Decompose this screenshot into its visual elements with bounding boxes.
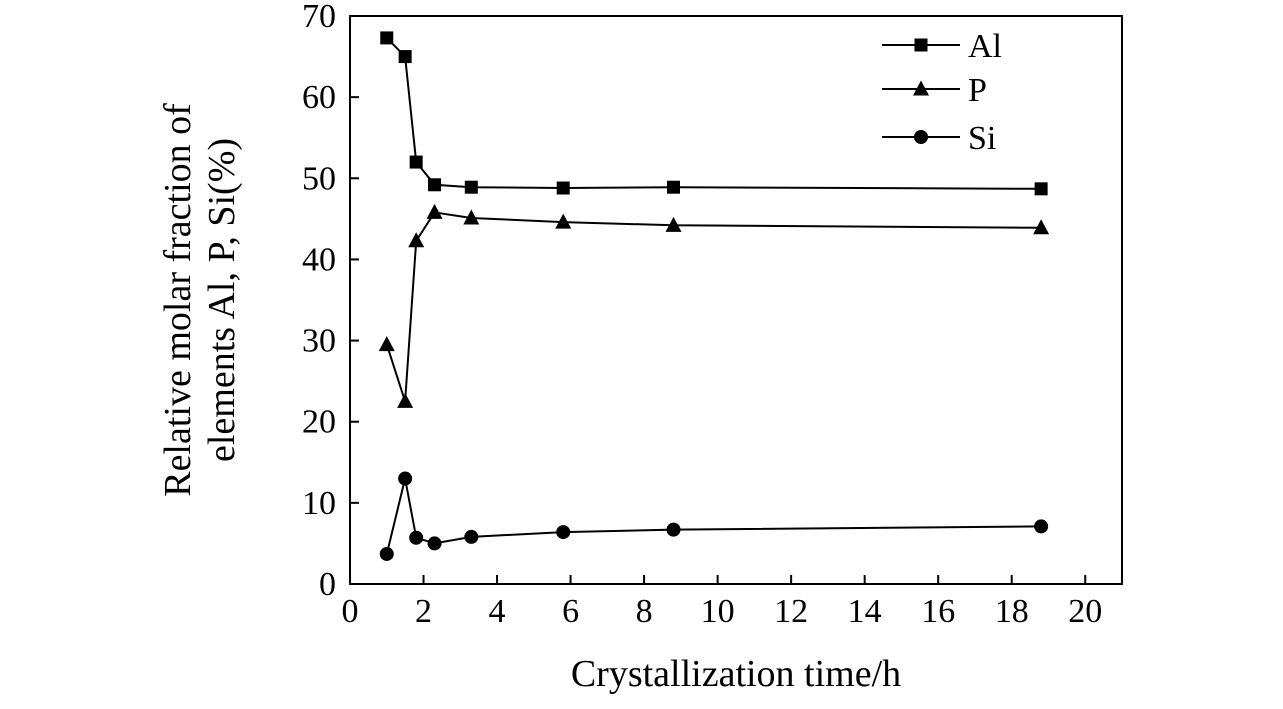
legend-marker-p <box>913 80 929 96</box>
x-tick-label: 10 <box>701 593 735 630</box>
y-tick-label: 50 <box>302 160 336 197</box>
legend-label-al: Al <box>968 28 1002 65</box>
data-point-si <box>398 471 413 486</box>
legend-label-si: Si <box>968 120 996 157</box>
x-tick-label: 12 <box>774 593 808 630</box>
data-point-p <box>1033 219 1050 235</box>
data-point-al <box>380 31 394 45</box>
y-tick-label: 0 <box>319 566 336 603</box>
x-tick-label: 6 <box>562 593 579 630</box>
data-point-al <box>409 155 423 169</box>
y-tick-label: 60 <box>302 79 336 116</box>
data-point-si <box>1034 519 1049 534</box>
data-point-p <box>463 209 480 225</box>
x-tick-label: 20 <box>1068 593 1102 630</box>
data-point-al <box>464 180 478 194</box>
data-point-p <box>665 216 682 232</box>
ticks-group: 0 2 4 6 8 10 12 14 16 18 20 0 10 20 30 40 50 60 70 <box>302 0 1102 630</box>
data-point-al <box>1034 182 1048 196</box>
series-line-al <box>386 37 1042 190</box>
x-axis-label: Crystallization time/h <box>571 653 901 695</box>
data-point-al <box>556 181 570 195</box>
data-point-p <box>426 203 443 219</box>
x-tick-label: 16 <box>921 593 955 630</box>
plot-frame <box>349 15 1123 585</box>
x-tick-label: 4 <box>489 593 506 630</box>
data-point-p <box>397 392 414 408</box>
data-point-p <box>408 232 425 248</box>
legend-marker-al <box>914 38 928 52</box>
y-tick-label: 40 <box>302 241 336 278</box>
y-axis-label-line-1: Relative molar fraction of <box>157 103 199 497</box>
series-line-si <box>385 478 1042 555</box>
data-point-si <box>556 525 571 540</box>
y-tick-label: 30 <box>302 323 336 360</box>
data-point-si <box>379 546 394 561</box>
data-point-p <box>378 336 395 352</box>
data-point-si <box>666 522 681 537</box>
data-point-p <box>555 213 572 229</box>
y-tick-label: 20 <box>302 404 336 441</box>
data-point-si <box>464 529 479 544</box>
y-tick-label: 70 <box>302 0 336 35</box>
x-tick-label: 14 <box>848 593 882 630</box>
legend-label-p: P <box>968 72 987 109</box>
x-tick-label: 0 <box>342 593 359 630</box>
series-line-p <box>385 211 1042 402</box>
data-point-si <box>409 530 424 545</box>
y-tick-label: 10 <box>302 485 336 522</box>
series-markers-group <box>378 31 1050 561</box>
data-point-al <box>398 50 412 64</box>
series-lines-group <box>385 37 1042 555</box>
data-point-si <box>427 536 442 551</box>
data-point-al <box>428 178 442 192</box>
y-axis-label-line-2: elements Al, P, Si(%) <box>201 138 243 462</box>
x-tick-label: 18 <box>995 593 1029 630</box>
x-tick-label: 2 <box>415 593 432 630</box>
data-point-al <box>667 180 681 194</box>
legend: Al P Si <box>882 28 1002 157</box>
legend-marker-si <box>914 130 928 144</box>
x-tick-label: 8 <box>636 593 653 630</box>
